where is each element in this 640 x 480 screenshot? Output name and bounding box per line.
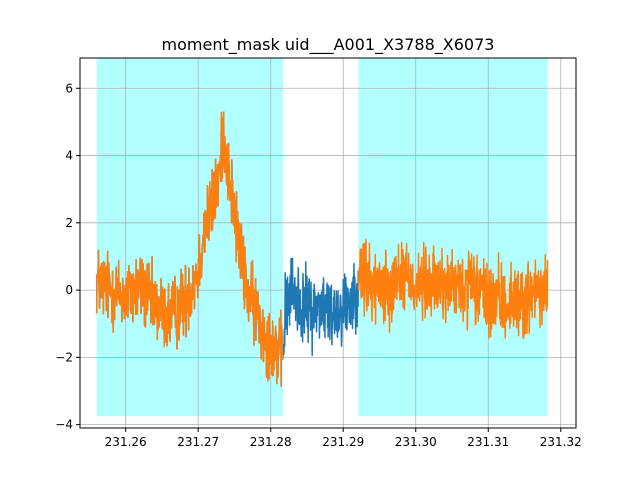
- plot-frame: [79, 57, 577, 429]
- mask-regions: [96, 58, 548, 417]
- y-tick-label: 0: [65, 283, 73, 297]
- y-axis-ticks: −4 −2 0 2 4 6: [55, 81, 80, 432]
- y-tick-label: 2: [65, 216, 73, 230]
- x-tick-label: 231.28: [250, 435, 292, 449]
- series-2-line-segment-1: [95, 111, 284, 387]
- x-tick-label: 231.31: [467, 435, 509, 449]
- mask-region-2: [358, 58, 548, 417]
- y-tick-label: −2: [55, 350, 73, 364]
- y-tick-label: 4: [65, 149, 73, 163]
- y-tick-label: −4: [55, 418, 73, 432]
- spectrum-lines: [95, 111, 549, 387]
- x-tick-label: 231.32: [540, 435, 582, 449]
- x-axis-ticks: 231.26 231.27 231.28 231.29 231.30 231.31 231.…: [105, 428, 582, 449]
- x-tick-label: 231.29: [322, 435, 364, 449]
- x-tick-label: 231.26: [105, 435, 147, 449]
- chart-title: moment_mask uid___A001_X3788_X6073: [162, 35, 495, 55]
- series-2-line-segment-2: [357, 238, 549, 340]
- mask-region-1: [96, 58, 284, 417]
- y-tick-label: 6: [65, 81, 73, 95]
- x-tick-label: 231.27: [177, 435, 219, 449]
- grid-lines: [80, 58, 576, 428]
- x-tick-label: 231.30: [395, 435, 437, 449]
